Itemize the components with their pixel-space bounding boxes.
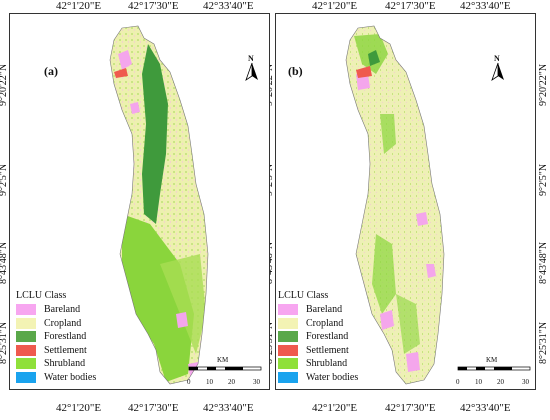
bottom-lon-label-1: 42°1'20"E: [56, 402, 102, 414]
legend-label: Cropland: [44, 317, 82, 329]
scale-tick: 20: [228, 378, 235, 386]
scale-bar-a: KM 0 10 20 30: [185, 356, 265, 389]
left-lat-label-1: 9°20'22"N: [0, 63, 9, 106]
left-lat-label-2: 9°2'5"N: [0, 163, 9, 196]
right-lat-label-2: 9°2'5"N: [538, 163, 549, 196]
legend-label: Settlement: [44, 344, 87, 356]
legend-item: Forestland: [278, 330, 358, 344]
bottom-lon-label-4: 42°1'20"E: [312, 402, 358, 414]
legend-swatch: [16, 304, 36, 316]
north-letter: N: [248, 54, 254, 63]
legend-label: Water bodies: [306, 371, 359, 383]
left-lat-label-3: 8°43'48"N: [0, 241, 9, 284]
legend-a: LCLU Class Bareland Cropland Forestland …: [16, 290, 96, 384]
legend-item: Bareland: [278, 303, 358, 317]
legend-item: Cropland: [278, 317, 358, 331]
legend-swatch: [16, 371, 36, 383]
legend-label: Forestland: [306, 331, 349, 343]
panel-b-label: (b): [288, 64, 303, 78]
top-lon-label-2: 42°17'30"E: [128, 0, 179, 12]
legend-item: Shrubland: [278, 357, 358, 371]
legend-item: Settlement: [278, 344, 358, 358]
legend-label: Settlement: [306, 344, 349, 356]
right-lat-label-3: 8°43'48"N: [538, 241, 549, 284]
legend-b: LCLU Class Bareland Cropland Forestland …: [278, 290, 358, 384]
legend-label: Water bodies: [44, 371, 97, 383]
map-panel-b: (b) N LCLU Class Bareland Cropland Fores…: [275, 13, 536, 390]
legend-swatch: [278, 358, 298, 370]
legend-label: Forestland: [44, 331, 87, 343]
legend-swatch: [278, 344, 298, 356]
scale-tick: 30: [522, 378, 529, 386]
legend-label: Bareland: [306, 304, 343, 316]
right-lat-label-1: 9°20'22"N: [538, 63, 549, 106]
bottom-lon-label-3: 42°33'40"E: [203, 402, 254, 414]
scale-tick: 10: [206, 378, 213, 386]
scale-unit: KM: [217, 356, 229, 364]
scale-tick: 30: [253, 378, 260, 386]
legend-swatch: [278, 317, 298, 329]
basin-map-b: [345, 25, 445, 385]
bottom-lon-label-2: 42°17'30"E: [128, 402, 179, 414]
north-letter: N: [494, 54, 500, 63]
scale-tick: 0: [456, 378, 460, 386]
legend-swatch: [16, 358, 36, 370]
legend-item: Cropland: [16, 317, 96, 331]
legend-label: Shrubland: [44, 358, 86, 370]
legend-swatch: [16, 344, 36, 356]
legend-item: Bareland: [16, 303, 96, 317]
legend-item: Shrubland: [16, 357, 96, 371]
legend-item: Water bodies: [16, 371, 96, 385]
legend-item: Water bodies: [278, 371, 358, 385]
north-arrow-icon: N: [242, 54, 262, 84]
bottom-lon-label-6: 42°33'40"E: [460, 402, 511, 414]
map-panel-a: (a) N LCLU Class Bareland Cropland Fores…: [9, 13, 270, 390]
legend-swatch: [278, 304, 298, 316]
top-lon-label-6: 42°33'40"E: [460, 0, 511, 12]
left-lat-label-4: 8°25'31"N: [0, 321, 9, 364]
top-lon-label-4: 42°1'20"E: [312, 0, 358, 12]
legend-item: Forestland: [16, 330, 96, 344]
legend-swatch: [16, 317, 36, 329]
scale-bar-b: KM 0 10 20 30: [454, 356, 534, 389]
top-lon-label-5: 42°17'30"E: [385, 0, 436, 12]
top-lon-label-3: 42°33'40"E: [203, 0, 254, 12]
bottom-lon-label-5: 42°17'30"E: [385, 402, 436, 414]
legend-label: Shrubland: [306, 358, 348, 370]
scale-tick: 10: [475, 378, 482, 386]
legend-label: Bareland: [44, 304, 81, 316]
scale-tick: 0: [187, 378, 191, 386]
north-arrow-icon: N: [488, 54, 508, 84]
legend-title: LCLU Class: [16, 290, 67, 301]
legend-title: LCLU Class: [278, 290, 329, 301]
scale-unit: KM: [486, 356, 498, 364]
legend-swatch: [16, 331, 36, 343]
top-lon-label-1: 42°1'20"E: [56, 0, 102, 12]
legend-swatch: [278, 331, 298, 343]
legend-label: Cropland: [306, 317, 344, 329]
basin-map-a: [109, 25, 209, 385]
right-lat-label-4: 8°25'31"N: [538, 321, 549, 364]
legend-swatch: [278, 371, 298, 383]
scale-tick: 20: [497, 378, 504, 386]
panel-a-label: (a): [44, 64, 58, 78]
legend-item: Settlement: [16, 344, 96, 358]
